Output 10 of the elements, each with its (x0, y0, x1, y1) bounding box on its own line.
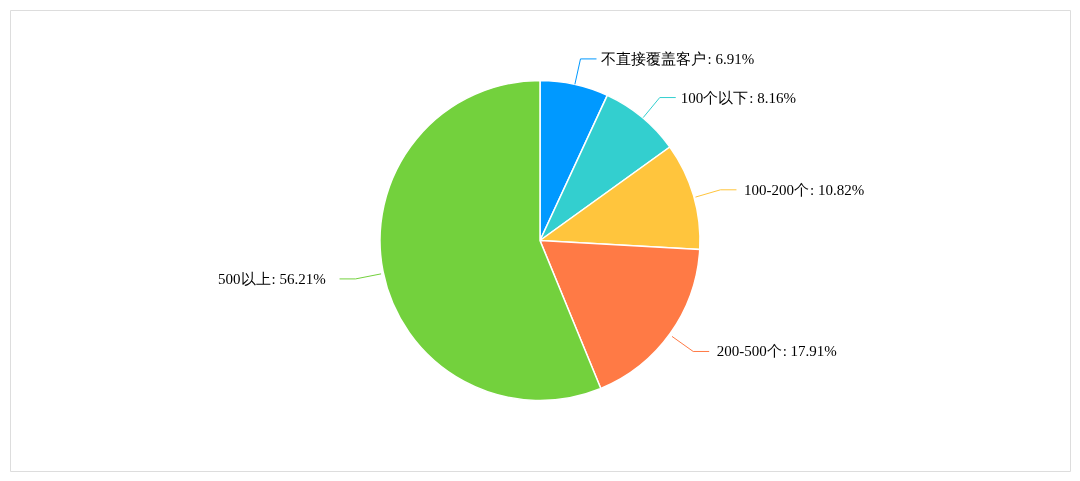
data-label: : 56.21% (271, 270, 326, 287)
slice-label: 100-200个 (743, 181, 809, 198)
slice-label: 100个以下 (680, 89, 749, 106)
slice-label: 200-500个 (716, 343, 782, 360)
slice-label: 不直接覆盖客户 (601, 50, 707, 67)
data-label: : 17.91% (782, 343, 837, 360)
data-label: : 8.16% (749, 89, 796, 106)
data-label: : 10.82% (809, 181, 865, 198)
data-label: : 6.91% (707, 50, 755, 67)
slice-label: 500以上 (218, 270, 271, 287)
